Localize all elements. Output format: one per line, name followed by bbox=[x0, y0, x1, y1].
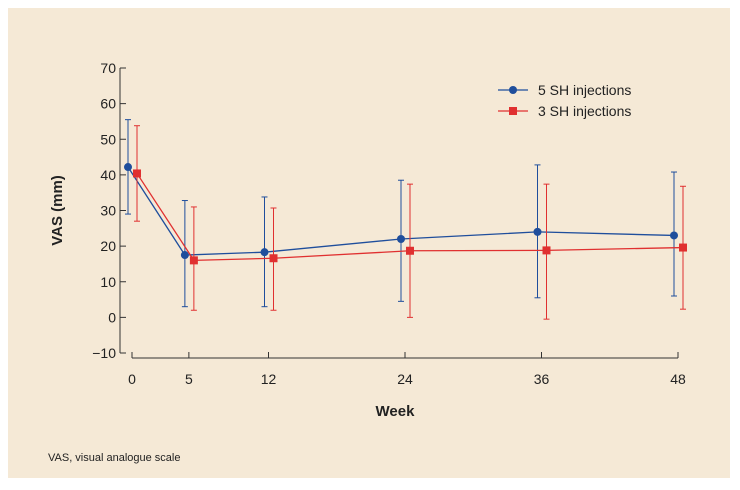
y-tick-label: 50 bbox=[100, 131, 116, 147]
data-point bbox=[679, 243, 687, 252]
data-point bbox=[260, 248, 269, 257]
series-line bbox=[127, 166, 675, 256]
data-point bbox=[397, 235, 405, 243]
y-tick-label: 70 bbox=[100, 60, 116, 76]
y-tick-label: 0 bbox=[108, 309, 116, 325]
x-tick-label: 48 bbox=[670, 371, 686, 387]
y-tick-label: 10 bbox=[100, 274, 116, 290]
series-2 bbox=[133, 125, 687, 320]
y-tick-label: 20 bbox=[100, 238, 116, 254]
figure-panel: −10 0 10 20 30 40 50 60 70 0 5 12 24 36 48 Week VAS (mm)… bbox=[8, 8, 730, 478]
x-tick-label: 0 bbox=[128, 371, 136, 387]
data-point bbox=[189, 256, 198, 265]
footnote: VAS, visual analogue scale bbox=[48, 452, 181, 464]
x-tick-label: 5 bbox=[185, 371, 193, 387]
x-tick-label: 12 bbox=[261, 371, 277, 387]
data-point bbox=[406, 246, 414, 255]
data-point bbox=[670, 231, 678, 240]
series-line bbox=[136, 173, 684, 262]
y-tick-label: 40 bbox=[100, 167, 116, 183]
line-chart: −10 0 10 20 30 40 50 60 70 0 5 12 24 36 48 Week VAS (mm)… bbox=[49, 60, 687, 420]
legend-label: 3 SH injections bbox=[538, 103, 631, 119]
x-axis-title: Week bbox=[376, 403, 416, 420]
y-axis-title: VAS (mm) bbox=[49, 175, 66, 246]
legend-marker bbox=[509, 107, 517, 115]
data-point bbox=[124, 163, 132, 172]
x-tick-label: 36 bbox=[534, 371, 550, 387]
legend: 5 SH injections 3 SH injections bbox=[498, 82, 631, 119]
data-point bbox=[533, 227, 542, 236]
data-point bbox=[269, 254, 278, 263]
x-tick-label: 24 bbox=[397, 371, 413, 387]
y-tick-label: 30 bbox=[100, 203, 116, 219]
legend-label: 5 SH injections bbox=[538, 82, 631, 98]
y-tick-label: −10 bbox=[92, 345, 116, 361]
data-point bbox=[180, 251, 189, 260]
series-1 bbox=[124, 119, 678, 308]
legend-marker bbox=[509, 86, 517, 94]
data-point bbox=[133, 169, 141, 178]
y-tick-label: 60 bbox=[100, 96, 116, 112]
data-point bbox=[542, 246, 551, 255]
